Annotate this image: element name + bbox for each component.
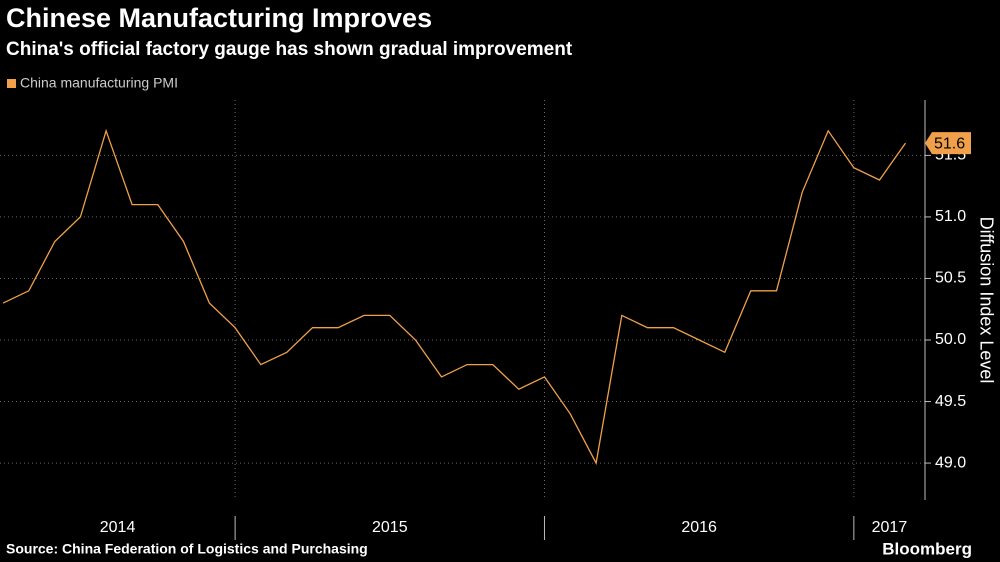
- y-tick-label: 51.0: [935, 208, 966, 225]
- y-tick-label: 50.0: [935, 331, 966, 348]
- brand: Bloomberg: [882, 539, 972, 558]
- chart-title: Chinese Manufacturing Improves: [6, 3, 432, 33]
- y-axis-title: Diffusion Index Level: [976, 217, 996, 384]
- x-tick-label: 2017: [872, 519, 908, 536]
- x-tick-label: 2016: [681, 519, 717, 536]
- y-tick-label: 49.0: [935, 454, 966, 471]
- chart-subtitle: China's official factory gauge has shown…: [6, 39, 573, 60]
- y-tick-label: 50.5: [935, 270, 966, 287]
- data-line: [2, 128, 907, 466]
- last-value-box: [925, 132, 971, 155]
- source: Source: China Federation of Logistics an…: [6, 541, 368, 557]
- last-value-label: 51.6: [934, 135, 965, 152]
- legend-swatch: [7, 79, 16, 88]
- legend-label: China manufacturing PMI: [20, 75, 178, 91]
- y-tick-label: 49.5: [935, 393, 966, 410]
- x-tick-label: 2015: [372, 519, 408, 536]
- x-tick-label: 2014: [100, 519, 136, 536]
